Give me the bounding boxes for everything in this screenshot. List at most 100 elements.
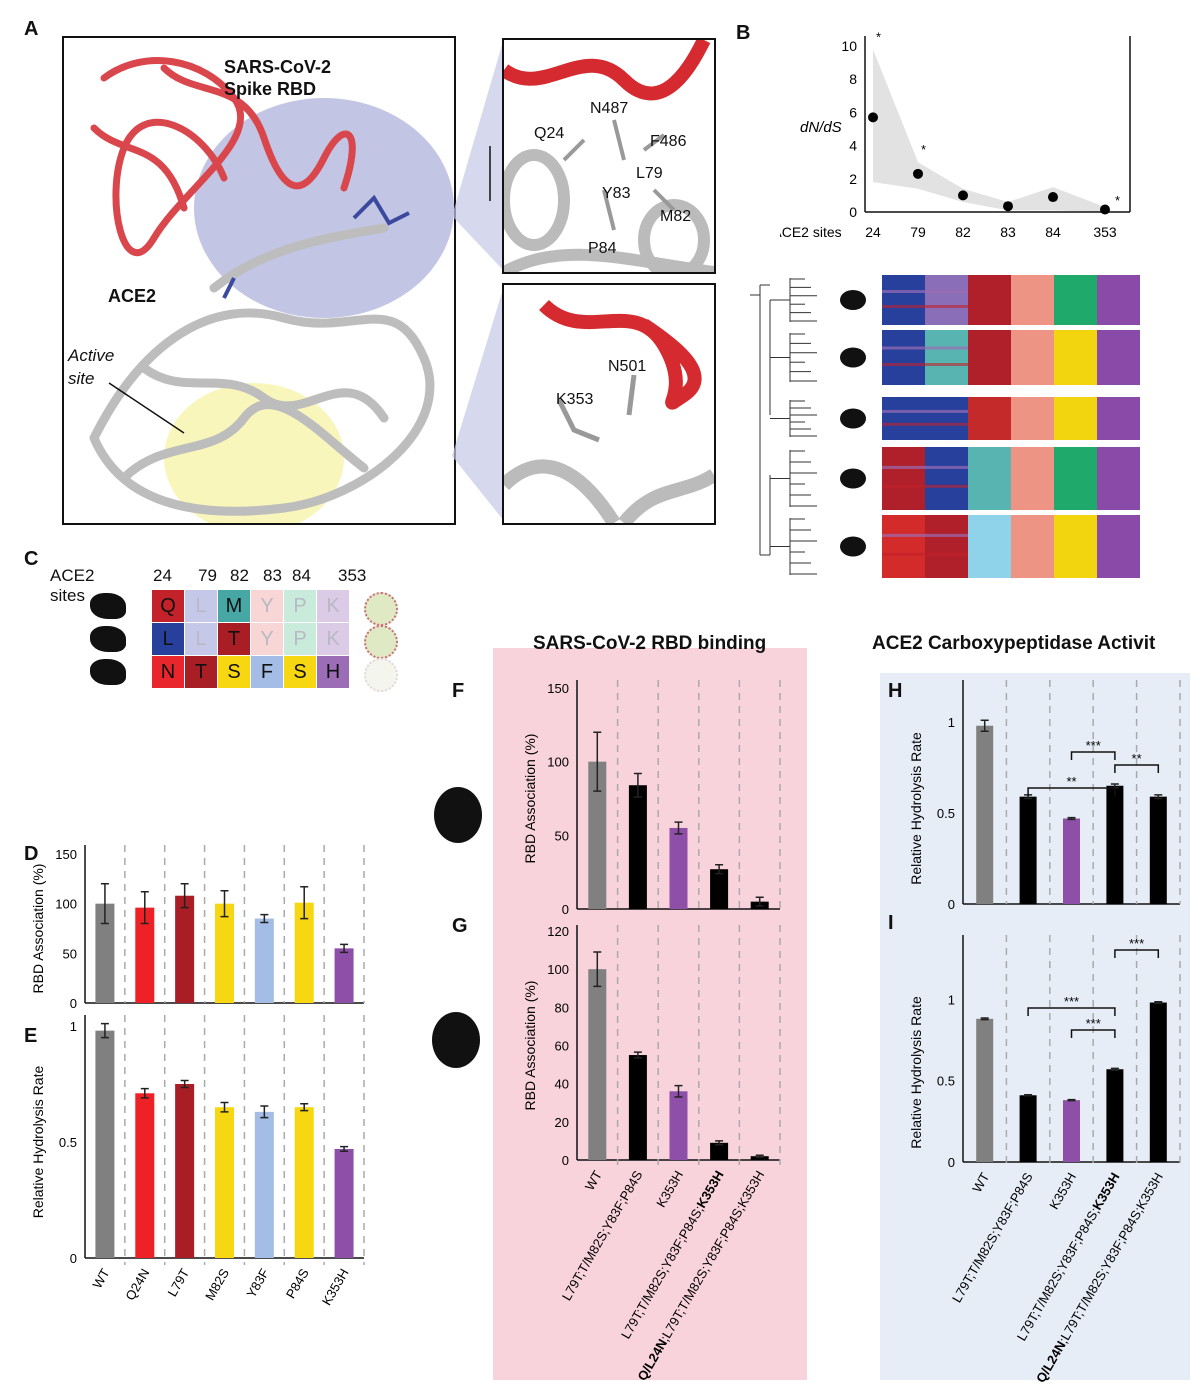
ace2-rbd-structure-image: [89, 57, 454, 523]
heatmap-cell: [1054, 397, 1097, 440]
y-tick-label: 100: [55, 897, 77, 912]
site-number: 84: [292, 566, 311, 585]
data-point: [868, 112, 878, 123]
heatmap-stripe: [882, 533, 968, 537]
heatmap-stripe: [882, 305, 968, 308]
heatmap-cell: [1054, 447, 1097, 510]
heatmap-cell: [882, 447, 925, 510]
heatmap-cell: [1054, 515, 1097, 578]
x-tick-label: M82S: [202, 1266, 232, 1303]
heatmap-cell: [1011, 447, 1054, 510]
error-bar: [140, 1087, 149, 1099]
heatmap-cell: [968, 275, 1011, 325]
species-silhouette-icon: [840, 347, 866, 368]
y-tick-label: 4: [849, 138, 857, 154]
significance-star: *: [876, 30, 881, 44]
residue-label: K353: [556, 391, 594, 408]
residue-cell: M: [218, 590, 250, 622]
rbd-label: SARS-CoV-2 Spike RBD: [224, 56, 331, 100]
panel-label-c: C: [24, 548, 39, 570]
x-tick-label: 353: [1093, 224, 1117, 240]
bar: [254, 1111, 274, 1258]
bar: [135, 1093, 155, 1258]
label-segment: WT: [89, 1266, 112, 1291]
bar: [334, 948, 354, 1003]
heatmap-cell: [1097, 330, 1140, 385]
label-segment: P84S: [283, 1266, 312, 1301]
bar: [294, 902, 314, 1003]
x-tick-label: Q24N: [122, 1266, 152, 1303]
bar: [215, 1107, 234, 1258]
error-bar: [180, 1079, 189, 1089]
heatmap-cell: [1011, 275, 1054, 325]
heatmap-cell: [968, 447, 1011, 510]
x-axis-label: ACE2 sites: [780, 224, 842, 240]
structure-inset-bottom: N501 K353: [502, 283, 716, 525]
residue-cell: N: [152, 656, 184, 688]
mouse-silhouette-icon: [90, 659, 126, 685]
y-axis-label: dN/dS: [800, 119, 842, 136]
active-site-pointer: [108, 382, 185, 434]
heatmap-stripe: [882, 484, 968, 488]
error-bar: [220, 890, 229, 918]
tree-branch: [770, 518, 791, 575]
tree-branch: [750, 284, 771, 556]
heatmap-stripe: [882, 552, 968, 556]
data-point: [913, 168, 923, 179]
x-tick-label: 82: [955, 224, 971, 240]
data-point: [1003, 201, 1013, 212]
error-bar: [180, 883, 189, 909]
heatmap-cell: [1097, 447, 1140, 510]
y-tick-label: 0: [849, 204, 857, 220]
residue-label: Q24: [534, 125, 565, 142]
error-bar: [300, 1102, 309, 1112]
residue-label: N501: [608, 358, 647, 375]
residue-cell: H: [317, 656, 349, 688]
tree-branch: [770, 450, 791, 507]
error-bar: [340, 943, 349, 954]
label-segment: M82S: [202, 1266, 232, 1303]
bar: [95, 903, 115, 1003]
data-point: [1100, 204, 1110, 215]
label-segment: K353H: [319, 1266, 352, 1308]
carboxypeptidase-title: ACE2 Carboxypeptidase Activit: [872, 633, 1156, 654]
y-tick-label: 0: [70, 996, 77, 1011]
tree-branch: [770, 333, 791, 382]
tree-branch: [770, 278, 791, 322]
y-tick-label: 0.5: [59, 1135, 77, 1150]
bar: [95, 1030, 115, 1258]
x-tick-label: P84S: [283, 1266, 312, 1301]
panel-label-a: A: [24, 18, 39, 40]
heatmap-cell: [925, 397, 968, 440]
bar: [175, 895, 195, 1003]
confidence-band: [873, 49, 1105, 212]
virus-icon: [364, 658, 398, 692]
y-tick-label: 1: [70, 1019, 77, 1034]
data-point: [958, 190, 968, 201]
heatmap-cell: [882, 275, 925, 325]
site-number: 79: [198, 566, 217, 585]
significance-star: *: [921, 142, 926, 157]
y-tick-label: 50: [63, 946, 77, 961]
residue-cell: P: [284, 623, 316, 655]
tree-branch: [770, 400, 791, 437]
site-number: 24: [153, 566, 172, 585]
rbd-binding-title: SARS-CoV-2 RBD binding: [533, 633, 767, 654]
heatmap-cell: [882, 397, 925, 440]
residue-cell: F: [251, 656, 283, 688]
x-tick-label: 83: [1000, 224, 1016, 240]
human-silhouette-icon: [90, 593, 126, 619]
residue-cell: L: [185, 623, 217, 655]
label-segment: Y83F: [243, 1266, 272, 1300]
site-number: 353: [338, 566, 367, 585]
inset-bottom-image: [504, 299, 714, 523]
bar: [334, 1148, 354, 1258]
y-tick-label: 150: [55, 847, 77, 862]
hydrolysis-panel: [880, 673, 1190, 1380]
structure-main: SARS-CoV-2 Spike RBD ACE2 Active site: [62, 36, 456, 525]
rbd-label-line2: Spike RBD: [224, 79, 317, 99]
residue-label: F486: [650, 133, 687, 150]
species-silhouette-icon: [840, 536, 866, 557]
heatmap-cell: [968, 397, 1011, 440]
error-bar: [260, 1105, 269, 1119]
